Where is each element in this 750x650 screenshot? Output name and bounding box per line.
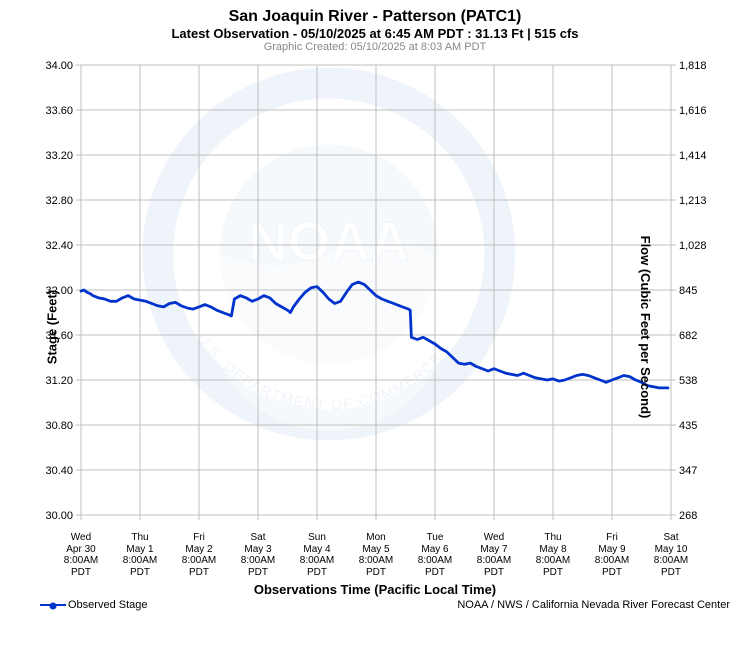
y-left-tick-label: 30.00 <box>45 510 73 522</box>
x-tick-label: WedMay 78:00AMPDT <box>466 532 522 578</box>
attribution-text: NOAA / NWS / California Nevada River For… <box>457 599 730 611</box>
chart-subtitle: Latest Observation - 05/10/2025 at 6:45 … <box>0 26 750 41</box>
y-left-tick-label: 34.00 <box>45 60 73 72</box>
y-right-tick-label: 845 <box>679 285 697 297</box>
x-tick-label: ThuMay 88:00AMPDT <box>525 532 581 578</box>
y-right-tick-label: 1,213 <box>679 195 707 207</box>
y-axis-right-label: Flow (Cubic Feet per Second) <box>638 236 653 419</box>
y-right-tick-label: 1,818 <box>679 60 707 72</box>
y-left-tick-label: 33.60 <box>45 105 73 117</box>
chart-footer: Observed Stage NOAA / NWS / California N… <box>0 597 750 611</box>
title-block: San Joaquin River - Patterson (PATC1) La… <box>0 0 750 53</box>
svg-text:NOAA: NOAA <box>248 210 409 272</box>
chart-svg: NOAANATIONAL OCEANIC AND ATMOSPHERIC ADM… <box>11 57 739 527</box>
x-tick-label: TueMay 68:00AMPDT <box>407 532 463 578</box>
x-tick-label: SatMay 38:00AMPDT <box>230 532 286 578</box>
x-axis-label: Observations Time (Pacific Local Time) <box>11 582 739 597</box>
x-tick-label: FriMay 28:00AMPDT <box>171 532 227 578</box>
legend-item-observed: Observed Stage <box>40 599 148 611</box>
chart-created: Graphic Created: 05/10/2025 at 8:03 AM P… <box>0 41 750 53</box>
y-right-tick-label: 538 <box>679 375 697 387</box>
y-left-tick-label: 30.80 <box>45 420 73 432</box>
y-axis-left-label: Stage (Feet) <box>45 290 60 364</box>
x-tick-label: ThuMay 18:00AMPDT <box>112 532 168 578</box>
y-right-tick-label: 1,616 <box>679 105 707 117</box>
legend-label: Observed Stage <box>68 599 148 611</box>
y-right-tick-label: 435 <box>679 420 697 432</box>
x-tick-labels: WedApr 308:00AMPDTThuMay 18:00AMPDTFriMa… <box>11 532 739 580</box>
y-right-tick-label: 682 <box>679 330 697 342</box>
y-left-tick-label: 30.40 <box>45 465 73 477</box>
x-tick-label: SunMay 48:00AMPDT <box>289 532 345 578</box>
y-left-tick-label: 32.40 <box>45 240 73 252</box>
chart-title: San Joaquin River - Patterson (PATC1) <box>0 8 750 26</box>
y-right-tick-label: 347 <box>679 465 697 477</box>
legend-swatch-icon <box>40 604 66 606</box>
y-left-tick-label: 32.80 <box>45 195 73 207</box>
x-tick-label: MonMay 58:00AMPDT <box>348 532 404 578</box>
y-right-tick-label: 1,028 <box>679 240 707 252</box>
chart-area: Stage (Feet) Flow (Cubic Feet per Second… <box>11 57 739 597</box>
y-left-tick-label: 33.20 <box>45 150 73 162</box>
x-tick-label: SatMay 108:00AMPDT <box>643 532 699 578</box>
y-right-tick-label: 1,414 <box>679 150 707 162</box>
y-left-tick-label: 31.20 <box>45 375 73 387</box>
chart-container: San Joaquin River - Patterson (PATC1) La… <box>0 0 750 650</box>
x-tick-label: WedApr 308:00AMPDT <box>53 532 109 578</box>
x-tick-label: FriMay 98:00AMPDT <box>584 532 640 578</box>
y-right-tick-label: 268 <box>679 510 697 522</box>
